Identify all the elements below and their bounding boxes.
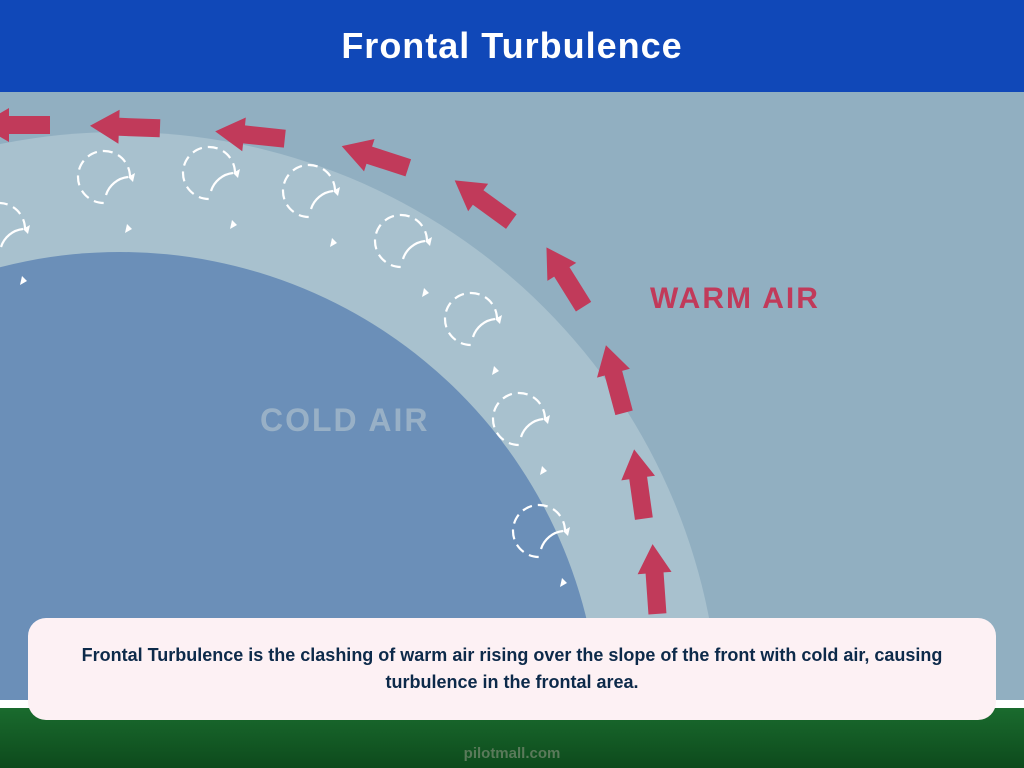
watermark: pilotmall.com	[464, 745, 561, 762]
warm-air-label: WARM AIR	[650, 282, 820, 316]
flow-arrow	[445, 167, 522, 236]
page-title: Frontal Turbulence	[341, 25, 682, 67]
flow-arrow	[0, 108, 50, 142]
diagram-area: COLD AIR WARM AIR	[0, 92, 1024, 700]
cold-air-label: COLD AIR	[260, 402, 429, 439]
flow-arrow	[336, 130, 413, 184]
caption-text: Frontal Turbulence is the clashing of wa…	[60, 642, 964, 696]
caption-box: Frontal Turbulence is the clashing of wa…	[28, 618, 996, 720]
header-bar: Frontal Turbulence	[0, 0, 1024, 92]
diagram-svg	[0, 92, 1024, 700]
flow-arrow	[532, 238, 598, 315]
